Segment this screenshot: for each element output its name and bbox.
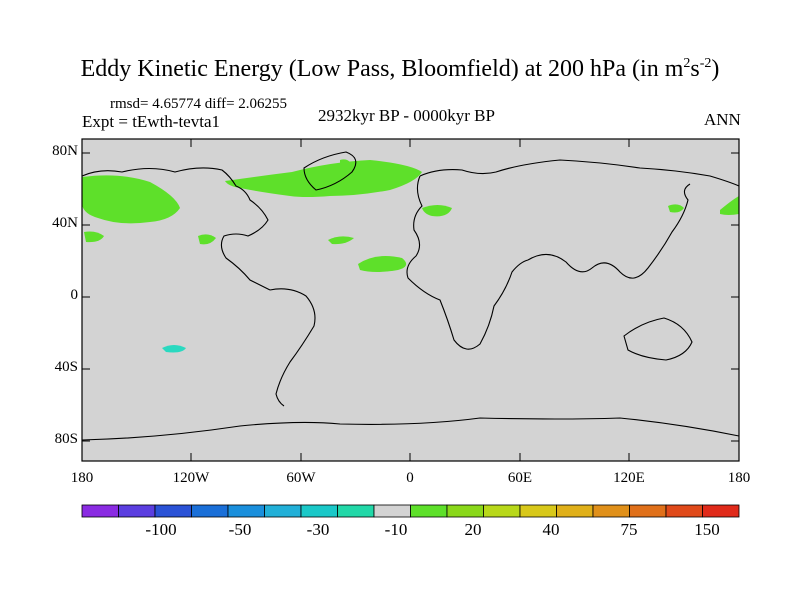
colorbar-box (373, 504, 411, 518)
plot-title: Eddy Kinetic Energy (Low Pass, Bloomfiel… (80, 56, 720, 82)
lon-label-60w: 60W (286, 470, 316, 486)
colorbar-label: -50 (228, 520, 252, 539)
colorbar-label: 150 (694, 520, 720, 539)
colorbar-label: 75 (620, 520, 638, 539)
colorbar-label: 20 (464, 520, 482, 539)
colorbar-box (81, 504, 119, 518)
patch-east-pacific (84, 231, 104, 243)
colorbar-box (118, 504, 156, 518)
coast-greenland (303, 151, 357, 191)
colorbar-box (446, 504, 484, 518)
lon-label-120w: 120W (172, 470, 210, 486)
lon-label-120e: 120E (613, 470, 645, 486)
colorbar-box (154, 504, 192, 518)
coast-australia (623, 317, 693, 361)
lon-label-180-west: 180 (70, 470, 94, 486)
patch-north-pacific (82, 175, 180, 224)
patch-central-atlantic (328, 236, 354, 245)
colorbar-label: -30 (306, 520, 330, 539)
colorbar-box (629, 504, 667, 518)
time-period-label: 2932kyr BP - 0000kyr BP (318, 106, 495, 125)
season-label: ANN (704, 110, 741, 129)
colorbar-box (592, 504, 630, 518)
colorbar-box (264, 504, 302, 518)
lon-label-180-east: 180 (727, 470, 751, 486)
colorbar-box (702, 504, 740, 518)
colorbar-box (410, 504, 448, 518)
map-background (82, 139, 739, 461)
colorbar-box (300, 504, 338, 518)
patch-japan (668, 204, 684, 213)
coast-south-america (269, 288, 316, 407)
latitude-ticks (82, 152, 739, 442)
lat-label-40n: 40N (52, 215, 78, 231)
coast-antarctica (81, 417, 740, 441)
colorbar-box (665, 504, 703, 518)
patch-gulf-mexico (198, 234, 216, 245)
colorbar (81, 504, 740, 518)
patch-mediterranean (422, 205, 452, 217)
lon-label-60e: 60E (507, 470, 533, 486)
coast-south-asia (527, 183, 691, 279)
positive-anomaly-regions (82, 159, 739, 272)
coast-north-america (81, 167, 271, 291)
coast-eurasia-north (419, 159, 740, 187)
colorbar-box (337, 504, 375, 518)
patch-west-africa (358, 256, 407, 272)
patch-west-pacific (720, 196, 739, 215)
negative-anomaly-region (162, 345, 186, 353)
colorbar-box (227, 504, 265, 518)
rmsd-diff-stats: rmsd= 4.65774 diff= 2.06255 (110, 96, 288, 112)
lat-label-0: 0 (70, 287, 79, 303)
patch-north-atlantic (225, 160, 422, 197)
coast-africa (406, 175, 529, 350)
coastlines (81, 151, 740, 441)
colorbar-label: 40 (542, 520, 560, 539)
colorbar-box (556, 504, 594, 518)
longitude-ticks (81, 139, 740, 461)
patch-greenland (340, 159, 350, 165)
experiment-label: Expt = tEwth-tevta1 (82, 112, 221, 131)
colorbar-label: -10 (384, 520, 408, 539)
colorbar-box (191, 504, 229, 518)
lat-label-40s: 40S (54, 359, 78, 375)
colorbar-box (519, 504, 557, 518)
lat-label-80s: 80S (54, 431, 78, 447)
colorbar-box (483, 504, 521, 518)
lon-label-0: 0 (406, 470, 414, 486)
lat-label-80n: 80N (52, 143, 78, 159)
colorbar-label: -100 (145, 520, 177, 539)
